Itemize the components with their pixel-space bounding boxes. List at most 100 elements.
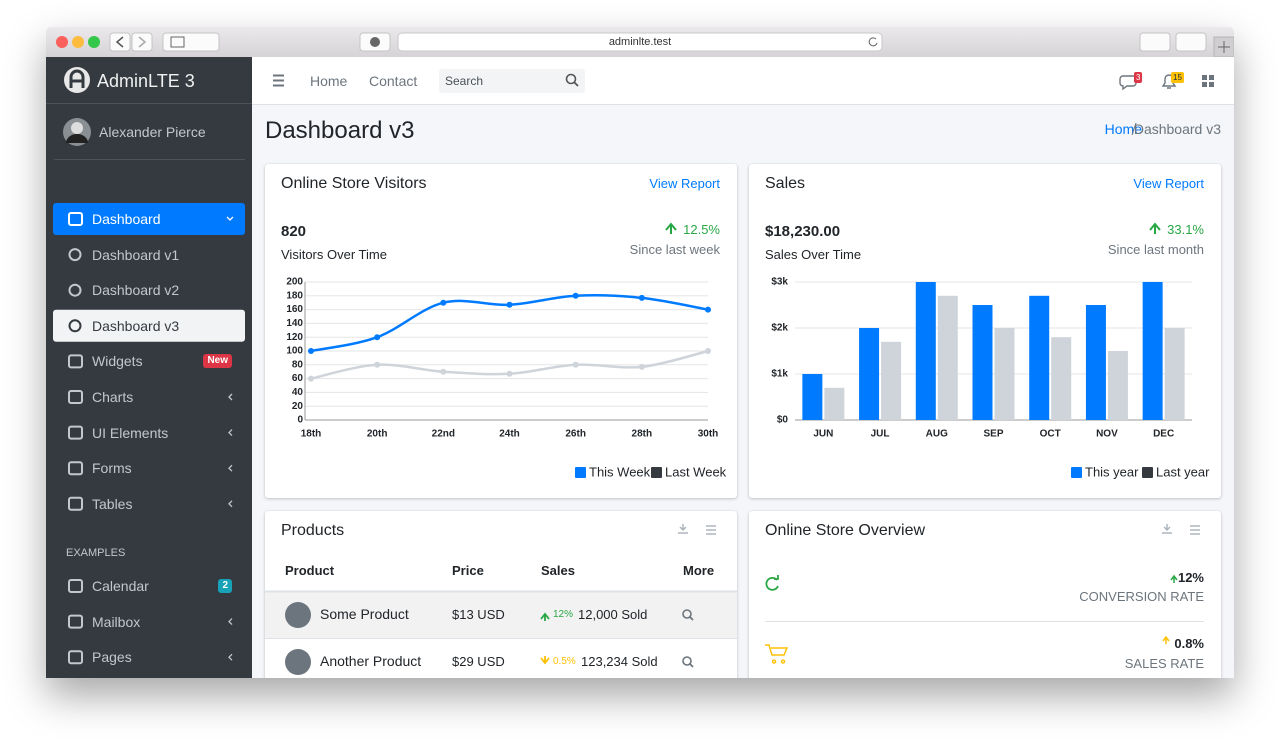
- stat-change: 12.5%: [683, 222, 720, 237]
- legend-swatch: [575, 467, 586, 478]
- card-decor: [265, 222, 1204, 675]
- product-change: 0.5%: [553, 656, 576, 667]
- stat-period: Since last month: [1107, 242, 1204, 257]
- menu-item[interactable]: Tables: [92, 495, 133, 512]
- y-tick-label: 200: [286, 277, 303, 288]
- legend-label: Last Week: [665, 464, 727, 479]
- y-tick-label: 0: [297, 415, 303, 426]
- menu-item[interactable]: Dashboard v3: [92, 317, 180, 334]
- sidebar: AdminLTE 3 Alexander Pierce Dashboard Das…: [46, 57, 252, 678]
- navbar-icons: [273, 69, 1214, 93]
- view-report-link[interactable]: View Report: [1133, 176, 1204, 191]
- menu-icon: [68, 354, 83, 369]
- legend-label: This year: [1085, 464, 1139, 479]
- card-title: Online Store Overview: [765, 522, 926, 539]
- bar: [1142, 282, 1163, 420]
- sidebar-menu: Dashboard Dashboard v1 Dashboard v2 Dashboa…: [46, 57, 252, 678]
- legend-swatch: [651, 467, 662, 478]
- y-tick-label: 80: [292, 359, 304, 370]
- browser-window: adminlte.test AdminLTE 3 Alexander Pierc…: [46, 27, 1234, 678]
- charts: 0 20 40 60 80 100 120 140 160 180 200 18th 20th 22nd 2…: [286, 277, 1210, 480]
- x-tick-label: OCT: [1040, 429, 1061, 440]
- notification-badge: 15: [1171, 72, 1184, 83]
- menu-item[interactable]: Dashboard v2: [92, 282, 180, 299]
- line-point: [572, 292, 579, 299]
- menu-item[interactable]: Mailbox: [92, 613, 141, 630]
- stat-change: 33.1%: [1167, 222, 1204, 237]
- bar: [1051, 337, 1072, 420]
- menu-icon: [68, 496, 83, 511]
- menu-icon: [68, 319, 82, 333]
- url[interactable]: adminlte.test: [608, 36, 672, 48]
- bar: [881, 341, 902, 420]
- bar: [802, 374, 823, 420]
- menu-item[interactable]: Forms: [92, 460, 132, 477]
- menu-icon: [68, 425, 83, 440]
- bar: [915, 282, 936, 420]
- y-tick-label: 100: [286, 346, 303, 357]
- x-tick-label: JUL: [871, 429, 890, 440]
- message-badge: 3: [1134, 72, 1143, 83]
- bar: [937, 295, 958, 420]
- product-price: $13 USD: [452, 607, 505, 622]
- menu-item[interactable]: Charts: [92, 389, 134, 405]
- nav-link[interactable]: Contact: [369, 73, 418, 89]
- menu-active-bg: [53, 203, 245, 235]
- table-header: Product: [285, 563, 335, 578]
- product-name: Some Product: [320, 606, 409, 622]
- view-report-link[interactable]: View Report: [649, 176, 720, 191]
- bar: [972, 305, 993, 420]
- x-tick-label: NOV: [1096, 429, 1118, 440]
- y-tick-label: 120: [286, 332, 303, 343]
- visitors-card: [265, 164, 737, 498]
- x-tick-label: 24th: [499, 429, 520, 440]
- menu-chevron: [228, 653, 233, 661]
- menu-item[interactable]: Dashboard v1: [92, 246, 180, 263]
- product-name: Another Product: [320, 653, 422, 669]
- menu-icon: [68, 614, 83, 629]
- bar: [1029, 295, 1050, 420]
- nav-link[interactable]: Home: [310, 73, 348, 89]
- card-title: Products: [281, 522, 345, 539]
- table-header: Price: [452, 563, 484, 578]
- overview-label: CONVERSION RATE: [1079, 589, 1204, 604]
- y-tick-label: 160: [286, 304, 303, 315]
- sidebar-decor: [46, 67, 252, 160]
- menu-item[interactable]: Calendar: [92, 578, 149, 594]
- bar: [994, 328, 1015, 420]
- line-point: [374, 361, 381, 368]
- menu-badge: New: [203, 354, 232, 369]
- y-tick-label: 60: [292, 373, 304, 384]
- x-tick-label: 22nd: [432, 429, 455, 440]
- y-tick-label: 180: [286, 290, 303, 301]
- page-title: Dashboard v3: [265, 117, 415, 144]
- bar: [1107, 351, 1128, 420]
- overview-label: SALES RATE: [1124, 656, 1204, 671]
- title-bar-controls: [56, 32, 1234, 58]
- menu-item[interactable]: Dashboard: [92, 211, 161, 227]
- x-tick-label: SEP: [983, 429, 1003, 440]
- menu-icon: [68, 650, 83, 665]
- y-tick-label: $0: [777, 415, 789, 426]
- bar: [859, 328, 880, 420]
- overview-card: [749, 511, 1221, 678]
- title-bar: adminlte.test: [46, 27, 1234, 58]
- overview-value: 12%: [1177, 570, 1204, 585]
- menu-item[interactable]: Pages: [92, 649, 132, 666]
- x-tick-label: 18th: [301, 429, 322, 440]
- stat-total: 820: [281, 223, 307, 240]
- menu-item[interactable]: Widgets: [92, 353, 143, 370]
- y-tick-label: $2k: [771, 323, 788, 334]
- breadcrumb-current: Dashboard v3: [1133, 121, 1221, 137]
- y-tick-label: 40: [292, 387, 304, 398]
- user-name[interactable]: Alexander Pierce: [99, 124, 206, 140]
- menu-icon: [68, 579, 83, 593]
- menu-item[interactable]: UI Elements: [92, 424, 169, 441]
- line-point: [572, 361, 579, 368]
- brand[interactable]: AdminLTE 3: [97, 71, 195, 91]
- search-input[interactable]: Search: [445, 74, 484, 88]
- x-tick-label: 30th: [698, 429, 719, 440]
- menu-chevron: [228, 464, 233, 472]
- menu-icon: [68, 390, 83, 404]
